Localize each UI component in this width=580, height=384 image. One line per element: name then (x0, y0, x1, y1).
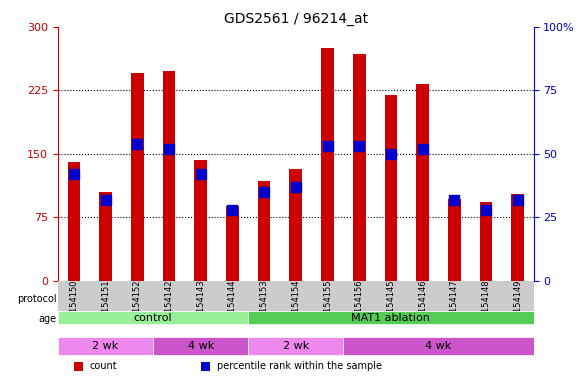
Text: 2 wk: 2 wk (282, 341, 309, 351)
Bar (131, 73, 144, 281)
FancyBboxPatch shape (58, 311, 248, 324)
Bar (448, 199, 461, 281)
Bar (201, 362, 210, 371)
Text: count: count (90, 361, 117, 371)
Bar (480, 202, 492, 281)
Bar (321, 48, 334, 281)
Point (386, 151, 396, 157)
Text: protocol: protocol (17, 294, 56, 304)
Bar (194, 160, 207, 281)
Bar (162, 71, 175, 281)
FancyBboxPatch shape (58, 337, 153, 355)
Text: 4 wk: 4 wk (425, 341, 452, 351)
Point (164, 146, 173, 152)
Point (228, 207, 237, 213)
FancyBboxPatch shape (248, 311, 534, 324)
Text: percentile rank within the sample: percentile rank within the sample (216, 361, 382, 371)
Bar (512, 194, 524, 281)
Bar (258, 181, 270, 281)
Point (69, 171, 78, 177)
Point (450, 197, 459, 203)
Text: 2 wk: 2 wk (92, 341, 119, 351)
Text: 4 wk: 4 wk (187, 341, 214, 351)
Bar (74, 362, 84, 371)
Bar (67, 162, 80, 281)
FancyBboxPatch shape (248, 337, 343, 355)
Point (481, 207, 491, 213)
Text: control: control (134, 313, 172, 323)
Bar (416, 84, 429, 281)
Point (196, 171, 205, 177)
Point (323, 143, 332, 149)
FancyBboxPatch shape (343, 337, 534, 355)
Point (101, 197, 110, 203)
Bar (289, 169, 302, 281)
Point (354, 143, 364, 149)
Bar (353, 54, 365, 281)
Point (291, 184, 300, 190)
Point (513, 197, 523, 203)
FancyBboxPatch shape (153, 337, 248, 355)
Point (133, 141, 142, 147)
Bar (99, 192, 112, 281)
Point (418, 146, 427, 152)
Title: GDS2561 / 96214_at: GDS2561 / 96214_at (224, 12, 368, 26)
Bar (226, 207, 239, 281)
Text: MAT1 ablation: MAT1 ablation (351, 313, 430, 323)
Bar (385, 94, 397, 281)
Text: age: age (38, 314, 56, 324)
Point (259, 189, 269, 195)
